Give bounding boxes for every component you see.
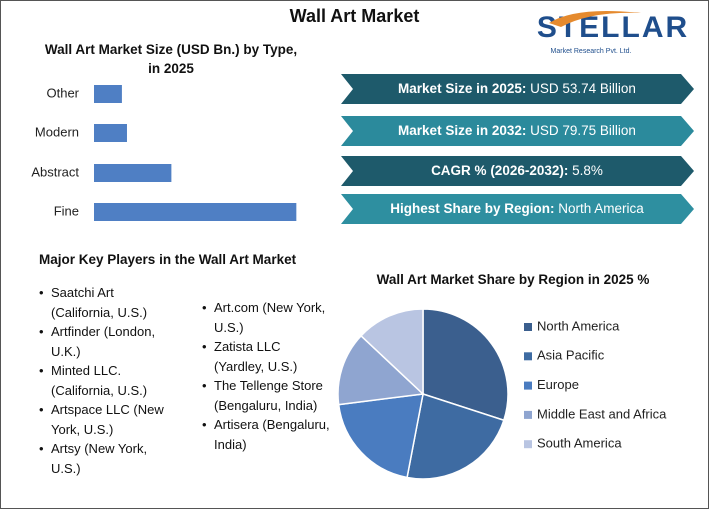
stat-label: CAGR % (2026-2032): <box>431 163 568 178</box>
stat-text: Highest Share by Region: North America <box>390 201 644 216</box>
logo-name: STELLAR <box>537 11 689 44</box>
stat-value: USD 79.75 Billion <box>530 123 636 138</box>
bar <box>94 203 297 221</box>
stat-banner <box>341 74 694 104</box>
player-item: Artfinder (London, U.K.) <box>39 322 169 361</box>
page-title: Wall Art Market <box>289 6 420 26</box>
stat-value: 5.8% <box>572 163 603 178</box>
player-item: Art.com (New York, U.S.) <box>202 298 332 337</box>
player-item: Artspace LLC (New York, U.S.) <box>39 400 169 439</box>
players-heading: Major Key Players in the Wall Art Market <box>39 252 297 267</box>
bar <box>94 85 122 103</box>
legend-label: Middle East and Africa <box>537 406 667 421</box>
pie-slice <box>337 334 425 406</box>
stat-value: USD 53.74 Billion <box>530 81 636 96</box>
player-item: Saatchi Art (California, U.S.) <box>39 283 169 322</box>
pie-slice <box>422 308 509 422</box>
stat-text: Market Size in 2032: USD 79.75 Billion <box>398 123 636 138</box>
stat-text: CAGR % (2026-2032): 5.8% <box>431 163 603 178</box>
y-tick-label: Other <box>46 85 79 100</box>
pie-slice <box>337 393 424 479</box>
players-list: Art.com (New York, U.S.)Zatista LLC (Yar… <box>202 298 332 454</box>
legend-label: South America <box>537 436 622 451</box>
legend-swatch <box>524 381 532 390</box>
stat-label: Highest Share by Region: <box>390 201 554 216</box>
legend-label: Asia Pacific <box>537 348 605 363</box>
stat-banner <box>341 156 694 186</box>
y-tick-label: Abstract <box>31 164 79 179</box>
bar <box>94 124 127 142</box>
y-tick-label: Modern <box>35 124 79 139</box>
stat-value: North America <box>558 201 644 216</box>
stat-banner <box>341 116 694 146</box>
player-item: Artsy (New York, U.S.) <box>39 439 169 478</box>
logo-tagline: Market Research Pvt. Ltd. <box>551 48 632 55</box>
legend-swatch <box>524 410 532 419</box>
pie-slice <box>359 308 424 396</box>
pie-title: Wall Art Market Share by Region in 2025 … <box>376 272 650 287</box>
bar-title: Wall Art Market Size (USD Bn.) by Type, … <box>44 42 298 76</box>
player-item: The Tellenge Store (Bengaluru, India) <box>202 376 332 415</box>
logo-swoosh <box>549 10 641 27</box>
y-tick-label: Fine <box>54 203 79 218</box>
stat-label: Market Size in 2032: <box>398 123 526 138</box>
legend-label: Europe <box>537 377 579 392</box>
legend-label: North America <box>537 318 620 333</box>
bar <box>94 164 172 182</box>
pie-slice <box>406 393 505 480</box>
players-list: Saatchi Art (California, U.S.)Artfinder … <box>39 283 169 478</box>
player-item: Minted LLC. (California, U.S.) <box>39 361 169 400</box>
legend-swatch <box>524 352 532 361</box>
legend-swatch <box>524 440 532 449</box>
stat-banner <box>341 194 694 224</box>
legend-swatch <box>524 323 532 331</box>
stat-label: Market Size in 2025: <box>398 81 526 96</box>
player-item: Zatista LLC (Yardley, U.S.) <box>202 337 332 376</box>
stat-text: Market Size in 2025: USD 53.74 Billion <box>398 81 636 96</box>
player-item: Artisera (Bengaluru, India) <box>202 415 332 454</box>
